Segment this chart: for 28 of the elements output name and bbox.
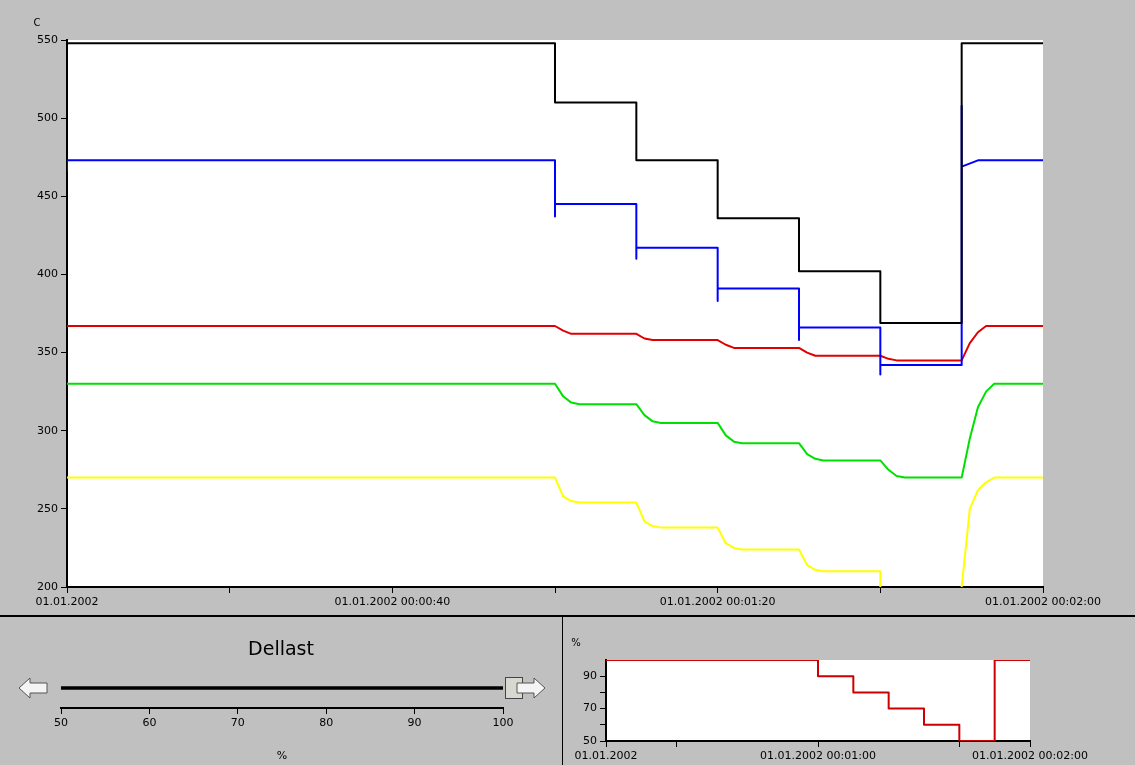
- y-tick-label: 350: [37, 345, 58, 359]
- x-tick-label: 80: [319, 716, 334, 730]
- y-tick-label: 90: [583, 669, 597, 683]
- y-axis-title: C: [33, 17, 41, 28]
- y-tick-label: 550: [37, 32, 58, 46]
- x-tick-label: 01.01.2002 00:01:20: [659, 595, 776, 609]
- x-tick-label: 60: [142, 716, 157, 730]
- x-tick-label: 01.01.2002: [574, 749, 638, 763]
- x-tick-label: 01.01.2002 00:01:00: [760, 749, 876, 763]
- y-tick-label: 300: [37, 423, 58, 437]
- y-tick-label: 500: [37, 111, 58, 124]
- y-tick-label: 50: [583, 733, 597, 747]
- y-tick-label: 250: [37, 501, 58, 515]
- x-axis-title: %: [276, 749, 288, 763]
- y-tick-label: 70: [583, 701, 597, 715]
- y-tick-label: 200: [37, 579, 58, 593]
- x-tick-label: 100: [492, 716, 514, 730]
- x-tick-label: 50: [54, 716, 68, 730]
- x-tick-label: 01.01.2002 00:02:00: [972, 749, 1088, 763]
- x-tick-label: 01.01.2002: [35, 595, 99, 609]
- y-tick-label: 450: [37, 189, 58, 203]
- x-tick-label: 70: [230, 716, 245, 730]
- chart-title: Dellast: [248, 637, 314, 659]
- x-tick-label: 01.01.2002 00:00:40: [334, 595, 451, 609]
- y-tick-label: 400: [37, 267, 58, 281]
- x-tick-label: 01.01.2002 00:02:00: [985, 595, 1101, 609]
- x-tick-label: 90: [407, 716, 422, 730]
- y-axis-title: %: [571, 637, 581, 648]
